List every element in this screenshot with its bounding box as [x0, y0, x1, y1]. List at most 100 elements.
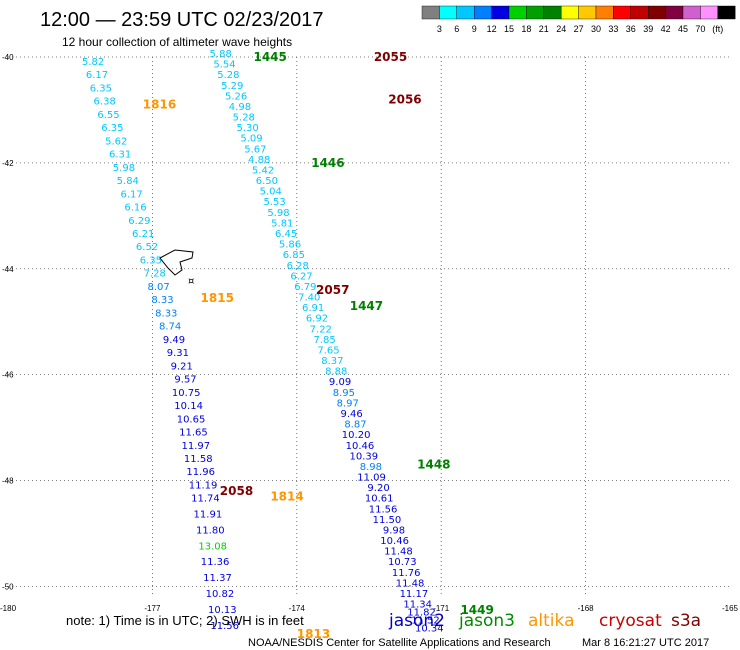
legend-label: 24 [556, 24, 566, 34]
wave-height-value: 9.21 [171, 361, 193, 372]
wave-height-value: 5.54 [213, 60, 235, 71]
wave-height-value: 7.28 [144, 269, 166, 280]
legend-swatch [526, 5, 545, 20]
legend-label: 6 [454, 24, 459, 34]
time-labels: 1445 1446 1447 1448 1449 1816 1815 1814 1813 2055… [143, 50, 494, 641]
legend-swatch [508, 5, 527, 20]
altimeter-tracks: 5.82 6.17 6.35 6.38 6.55 6.35 5.62 6.31 5.98 5.84… [82, 49, 444, 634]
wave-height-value: 11.97 [182, 441, 211, 452]
wave-height-value: 11.74 [191, 494, 220, 505]
wave-height-value: 5.42 [252, 165, 274, 176]
wave-height-value: 6.35 [90, 83, 112, 94]
legend-label: 33 [608, 24, 618, 34]
legend-swatch [456, 5, 475, 20]
wave-height-value: 11.50 [373, 515, 402, 526]
legend-swatch [474, 5, 492, 20]
wave-height-value: 9.09 [329, 377, 351, 388]
wave-height-value: 11.82 [407, 608, 436, 619]
wave-height-value: 5.26 [225, 91, 247, 102]
satellite-jason3-label: jason3 [458, 611, 515, 631]
wave-height-value: 5.30 [237, 123, 259, 134]
wave-height-value: 10.46 [380, 536, 409, 547]
pass-time-label: 1447 [350, 299, 383, 313]
y-tick-label: -44 [2, 265, 14, 274]
wave-height-value: 11.37 [203, 573, 232, 584]
legend-swatch [595, 5, 614, 20]
wave-height-value: 8.07 [147, 282, 169, 293]
legend-label: 9 [472, 24, 477, 34]
footer-credit: NOAA/NESDIS Center for Satellite Applica… [248, 637, 551, 649]
wave-height-value: 11.56 [369, 504, 398, 515]
x-tick-label: -168 [578, 604, 595, 613]
pass-time-label: 1816 [143, 98, 176, 112]
wave-height-value: 11.34 [403, 600, 432, 611]
wave-height-value: 10.13 [208, 605, 237, 616]
y-tick-label: -42 [2, 159, 14, 168]
y-tick-label: -48 [2, 477, 14, 486]
wave-height-value: 6.52 [136, 242, 158, 253]
satellite-jason2-label: jason2 [388, 611, 445, 631]
wave-height-value: 11.91 [194, 510, 223, 521]
legend-swatch [717, 5, 736, 20]
y-tick-label: -46 [2, 371, 14, 380]
legend-label: 42 [661, 24, 671, 34]
legend-swatch [700, 5, 719, 20]
pass-time-label: 1445 [253, 50, 286, 64]
wave-height-value: 9.57 [174, 375, 196, 386]
wave-height-value: 6.21 [132, 229, 154, 240]
wave-height-value: 9.46 [340, 409, 362, 420]
map-grid [8, 56, 730, 597]
wave-height-value: 6.28 [287, 261, 309, 272]
satellite-cryosat-label: cryosat [599, 611, 662, 631]
map-subtitle: 12 hour collection of altimeter wave hei… [62, 35, 292, 49]
satellite-s3a-label: s3a [671, 611, 701, 631]
wave-height-value: 11.09 [357, 473, 386, 484]
wave-height-value: 6.29 [128, 216, 150, 227]
legend-swatch [665, 5, 684, 20]
wave-height-value: 10.46 [346, 441, 375, 452]
wave-height-value: 7.85 [314, 335, 336, 346]
wave-height-value: 7.40 [298, 293, 320, 304]
wave-height-value: 6.17 [121, 189, 143, 200]
wave-height-value: 5.53 [263, 197, 285, 208]
wave-height-value: 11.36 [201, 557, 230, 568]
wave-height-value: 9.49 [163, 335, 185, 346]
wave-height-value: 8.97 [337, 398, 359, 409]
wave-height-value: 6.35 [101, 123, 123, 134]
wave-height-value: 6.92 [306, 314, 328, 325]
wave-height-value: 6.31 [109, 150, 131, 161]
legend-label: 3 [437, 24, 442, 34]
wave-height-value: 10.14 [174, 401, 203, 412]
wave-height-value: 6.55 [97, 110, 119, 121]
wave-height-value: 8.33 [155, 308, 177, 319]
wave-height-value: 9.98 [383, 525, 405, 536]
legend-swatch [491, 5, 510, 20]
wave-height-value: 11.65 [179, 428, 208, 439]
wave-height-value: 6.50 [256, 176, 278, 187]
wave-height-value: 10.34 [415, 623, 444, 634]
wave-height-value: 10.82 [206, 589, 235, 600]
svg-text:¤: ¤ [188, 276, 194, 287]
wave-height-value: 11.96 [186, 467, 215, 478]
wave-height-value: 10.73 [388, 557, 417, 568]
wave-height-value: 10.61 [365, 494, 394, 505]
legend-swatch [648, 5, 666, 20]
wave-height-value: 11.58 [184, 454, 213, 465]
wave-height-value: 10.39 [350, 451, 379, 462]
wave-height-value: 6.16 [124, 203, 146, 214]
wave-height-value: 5.82 [82, 57, 104, 68]
x-tick-label: -171 [433, 604, 450, 613]
wave-height-value: 8.37 [321, 356, 343, 367]
footer-note: note: 1) Time is in UTC; 2) SWH is in fe… [66, 613, 304, 628]
wave-height-value: 6.45 [275, 229, 297, 240]
legend-swatch [543, 5, 562, 20]
wave-height-value: 5.62 [105, 136, 127, 147]
x-tick-label: -177 [144, 604, 161, 613]
map-axes: -180 -177 -174 -171 -168 -165 -40 -42 -44 -46 -48 -… [0, 53, 739, 613]
legend-label: 30 [591, 24, 601, 34]
wave-height-value: 6.38 [94, 97, 116, 108]
legend-label: 27 [574, 24, 584, 34]
wave-height-value: 5.28 [217, 70, 239, 81]
wave-height-value: 9.20 [367, 483, 389, 494]
wave-height-value: 9.31 [167, 348, 189, 359]
